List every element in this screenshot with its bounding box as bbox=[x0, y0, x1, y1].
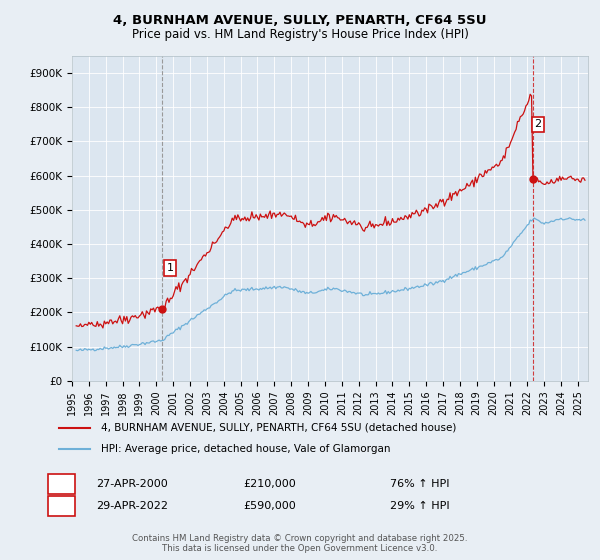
Text: 29% ↑ HPI: 29% ↑ HPI bbox=[390, 501, 449, 511]
Text: HPI: Average price, detached house, Vale of Glamorgan: HPI: Average price, detached house, Vale… bbox=[101, 444, 391, 454]
Text: 29-APR-2022: 29-APR-2022 bbox=[96, 501, 168, 511]
Text: Price paid vs. HM Land Registry's House Price Index (HPI): Price paid vs. HM Land Registry's House … bbox=[131, 28, 469, 41]
Text: 4, BURNHAM AVENUE, SULLY, PENARTH, CF64 5SU: 4, BURNHAM AVENUE, SULLY, PENARTH, CF64 … bbox=[113, 14, 487, 27]
Text: 4, BURNHAM AVENUE, SULLY, PENARTH, CF64 5SU (detached house): 4, BURNHAM AVENUE, SULLY, PENARTH, CF64 … bbox=[101, 423, 456, 433]
Text: Contains HM Land Registry data © Crown copyright and database right 2025.
This d: Contains HM Land Registry data © Crown c… bbox=[132, 534, 468, 553]
Text: 27-APR-2000: 27-APR-2000 bbox=[96, 479, 168, 489]
Text: 2: 2 bbox=[535, 119, 541, 129]
Text: £590,000: £590,000 bbox=[244, 501, 296, 511]
Text: 1: 1 bbox=[167, 263, 173, 273]
Text: 2: 2 bbox=[58, 501, 65, 511]
Text: 1: 1 bbox=[58, 479, 65, 489]
Text: 76% ↑ HPI: 76% ↑ HPI bbox=[390, 479, 449, 489]
Text: £210,000: £210,000 bbox=[244, 479, 296, 489]
